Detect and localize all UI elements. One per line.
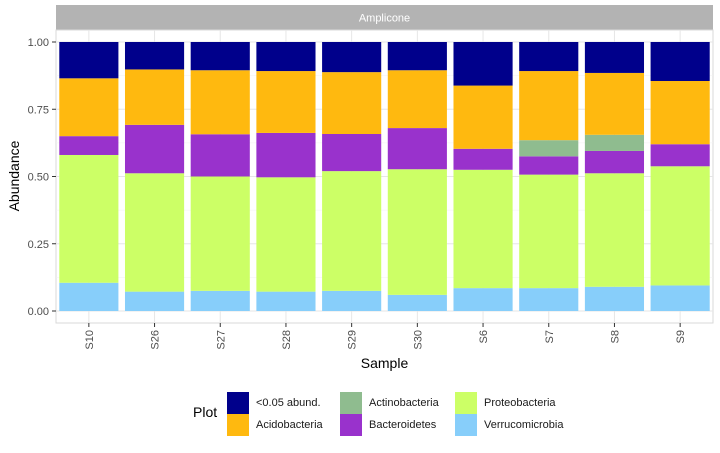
y-axis: 0.00 0.25 0.50 0.75 1.00 <box>28 37 56 318</box>
bar-segment <box>59 136 119 155</box>
bar-segment <box>59 282 119 311</box>
x-axis-title: Sample <box>361 355 409 371</box>
bar-segment <box>256 291 316 311</box>
bar-segment <box>322 72 382 134</box>
y-tick-label: 0.75 <box>28 104 49 116</box>
bar-segment <box>190 70 250 135</box>
bar-segment <box>387 294 447 311</box>
bar-segment <box>453 148 513 170</box>
y-tick-label: 0.25 <box>28 239 49 251</box>
bar-segment <box>519 288 579 311</box>
bar-segment <box>124 124 185 174</box>
bar-segment <box>650 144 710 167</box>
legend-label: Acidobacteria <box>256 419 323 431</box>
bar-segment <box>453 85 513 149</box>
facet-strip-label: Amplicone <box>359 13 410 25</box>
facet-strip <box>56 5 713 30</box>
bar-segment <box>584 72 645 135</box>
legend-label: Actinobacteria <box>369 397 439 409</box>
bar-segment <box>584 134 645 151</box>
bar-segment <box>519 174 579 289</box>
legend-item-verrucomicrobia: Verrucomicrobia <box>455 414 563 436</box>
bar-segment <box>519 71 579 141</box>
bar-segment <box>322 171 382 291</box>
legend-swatch <box>227 414 249 436</box>
bar-segment <box>387 128 447 170</box>
bar-segment <box>256 132 316 178</box>
x-tick-label: S6 <box>478 330 490 343</box>
bar-segment <box>190 42 250 71</box>
legend-label: Proteobacteria <box>484 397 556 409</box>
bar-segment <box>584 150 645 174</box>
bar-segment <box>59 42 119 79</box>
bar-segment <box>256 177 316 292</box>
bar-segment <box>124 42 185 70</box>
x-tick-label: S29 <box>347 330 359 350</box>
bar-segment <box>322 42 382 73</box>
bar-segment <box>453 42 513 86</box>
legend-item-acidobacteria: Acidobacteria <box>227 414 323 436</box>
legend-label: <0.05 abund. <box>256 397 321 409</box>
x-tick-label: S10 <box>84 330 96 350</box>
x-tick-label: S26 <box>150 330 162 350</box>
bar-segment <box>256 42 316 72</box>
legend-label: Bacteroidetes <box>369 419 437 431</box>
bar-segment <box>190 290 250 311</box>
legend-item-actinobacteria: Actinobacteria <box>340 392 439 414</box>
bar-segment <box>453 288 513 311</box>
y-tick-label: 0.00 <box>28 306 49 318</box>
bar-segment <box>519 42 579 72</box>
legend: Plot <0.05 abund. Acidobacteria Actinoba… <box>193 392 593 442</box>
x-tick-label: S28 <box>281 330 293 350</box>
legend-swatch <box>340 392 362 414</box>
bar-segment <box>387 42 447 71</box>
legend-item-other: <0.05 abund. <box>227 392 321 414</box>
legend-title: Plot <box>193 404 218 420</box>
bar-segment <box>124 69 185 125</box>
bar-segment <box>650 42 710 82</box>
bar-segment <box>584 173 645 287</box>
x-tick-label: S27 <box>215 330 227 350</box>
bar-segment <box>453 169 513 289</box>
legend-swatch <box>455 392 477 414</box>
bars <box>59 42 710 311</box>
bar-segment <box>650 81 710 145</box>
bar-segment <box>650 166 710 286</box>
legend-swatch <box>340 414 362 436</box>
bar-segment <box>322 133 382 172</box>
stacked-bar-chart: Amplicone 0.00 0.25 0.50 0.75 1.00 S10 S26 S27… <box>6 5 714 371</box>
bar-segment <box>190 176 250 291</box>
y-tick-label: 1.00 <box>28 37 49 49</box>
legend-item-bacteroidetes: Bacteroidetes <box>340 414 436 436</box>
bar-segment <box>387 70 447 129</box>
x-tick-label: S8 <box>609 330 621 343</box>
legend-swatch <box>227 392 249 414</box>
x-tick-label: S9 <box>675 330 687 343</box>
y-axis-title: Abundance <box>6 140 22 211</box>
bar-segment <box>519 156 579 175</box>
bar-segment <box>59 78 119 137</box>
bar-segment <box>59 154 119 283</box>
x-axis: S10 S26 S27 S28 S29 S30 S6 S7 S8 S9 <box>84 323 687 350</box>
legend-swatch <box>455 414 477 436</box>
legend-label: Verrucomicrobia <box>484 419 564 431</box>
x-tick-label: S30 <box>412 330 424 350</box>
bar-segment <box>519 140 579 157</box>
bar-segment <box>387 169 447 295</box>
y-tick-label: 0.50 <box>28 172 49 184</box>
bar-segment <box>256 71 316 133</box>
bar-segment <box>650 285 710 311</box>
bar-segment <box>124 291 185 311</box>
bar-segment <box>584 42 645 73</box>
bar-segment <box>584 286 645 311</box>
legend-item-proteobacteria: Proteobacteria <box>455 392 556 414</box>
bar-segment <box>190 134 250 177</box>
x-tick-label: S7 <box>544 330 556 343</box>
bar-segment <box>124 173 185 292</box>
bar-segment <box>322 290 382 311</box>
